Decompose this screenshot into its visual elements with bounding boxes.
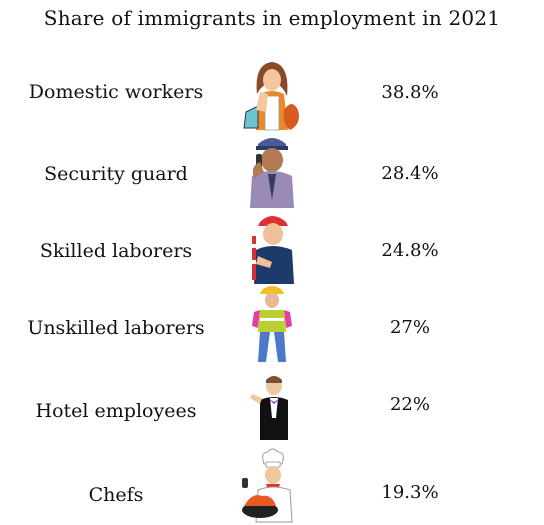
- housekeeper-icon: [243, 62, 299, 131]
- builder-icon: [252, 286, 292, 362]
- category-label: Chefs: [88, 484, 144, 506]
- waiter-icon: [250, 376, 288, 440]
- chart-title: Share of immigrants in employment in 202…: [43, 6, 501, 30]
- table-row: Unskilled laborers 27%: [0, 282, 544, 362]
- category-label: Hotel employees: [35, 400, 197, 422]
- table-row: Hotel employees 22%: [0, 364, 544, 444]
- category-label: Security guard: [44, 163, 188, 185]
- security-guard-icon: [250, 138, 294, 208]
- category-label: Domestic workers: [28, 81, 204, 103]
- value-label: 28.4%: [381, 163, 439, 184]
- table-row: Chefs 19.3%: [0, 444, 544, 524]
- table-row: Skilled laborers 24.8%: [0, 206, 544, 286]
- table-row: Domestic workers 38.8%: [0, 52, 544, 132]
- table-row: Security guard 28.4%: [0, 130, 544, 210]
- value-label: 19.3%: [381, 482, 439, 503]
- value-label: 24.8%: [381, 240, 439, 261]
- value-label: 22%: [389, 394, 430, 415]
- value-label: 27%: [389, 317, 430, 338]
- value-label: 38.8%: [381, 82, 439, 103]
- category-label: Skilled laborers: [39, 240, 193, 262]
- construction-worker-icon: [252, 216, 294, 284]
- chef-icon: [242, 448, 293, 523]
- category-label: Unskilled laborers: [27, 317, 205, 339]
